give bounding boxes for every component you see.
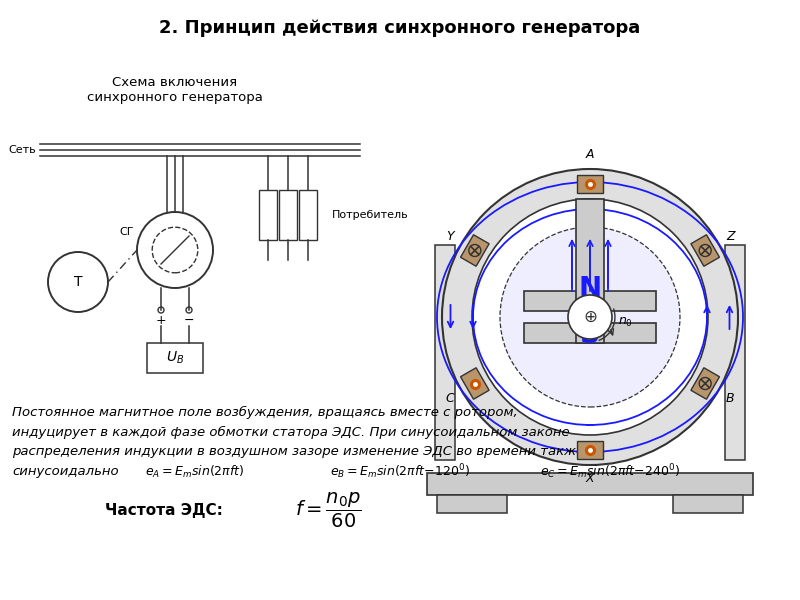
Text: C: C xyxy=(446,391,454,404)
FancyBboxPatch shape xyxy=(435,245,455,460)
Circle shape xyxy=(442,169,738,465)
FancyBboxPatch shape xyxy=(673,495,743,513)
Text: Z: Z xyxy=(726,229,734,242)
FancyBboxPatch shape xyxy=(524,323,656,343)
FancyBboxPatch shape xyxy=(461,235,489,266)
FancyBboxPatch shape xyxy=(427,473,753,495)
Text: синусоидально: синусоидально xyxy=(12,466,118,479)
Text: A: A xyxy=(586,148,594,161)
Text: $n_0$: $n_0$ xyxy=(618,316,633,329)
Text: Сеть: Сеть xyxy=(8,145,36,155)
FancyBboxPatch shape xyxy=(147,343,203,373)
Text: $e_A{=}E_m sin(2\pi ft)$: $e_A{=}E_m sin(2\pi ft)$ xyxy=(145,464,245,480)
Text: Т: Т xyxy=(74,275,82,289)
Text: $U_B$: $U_B$ xyxy=(166,350,184,366)
Text: $f = \dfrac{n_0 p}{60}$: $f = \dfrac{n_0 p}{60}$ xyxy=(295,490,362,530)
Text: −: − xyxy=(184,313,194,326)
Text: Потребитель: Потребитель xyxy=(332,210,409,220)
Text: S: S xyxy=(580,321,600,349)
FancyBboxPatch shape xyxy=(691,368,719,399)
Text: индуцирует в каждой фазе обмотки статора ЭДС. При синусоидальном законе: индуцирует в каждой фазе обмотки статора… xyxy=(12,425,570,439)
FancyBboxPatch shape xyxy=(259,190,277,240)
Text: 2. Принцип действия синхронного генератора: 2. Принцип действия синхронного генерато… xyxy=(159,19,641,37)
FancyBboxPatch shape xyxy=(725,245,745,460)
Text: Постоянное магнитное поле возбуждения, вращаясь вместе с ротором,: Постоянное магнитное поле возбуждения, в… xyxy=(12,406,518,419)
Text: +: + xyxy=(156,313,166,326)
Text: $e_B{=}E_m sin(2\pi ft{-}120^0)$: $e_B{=}E_m sin(2\pi ft{-}120^0)$ xyxy=(330,463,470,481)
Text: $e_C{=}E_m sin(2\pi ft{-}240^0)$: $e_C{=}E_m sin(2\pi ft{-}240^0)$ xyxy=(540,463,680,481)
FancyBboxPatch shape xyxy=(299,190,317,240)
Circle shape xyxy=(500,227,680,407)
FancyBboxPatch shape xyxy=(691,235,719,266)
Text: N: N xyxy=(578,275,602,303)
Text: Y: Y xyxy=(446,229,454,242)
FancyBboxPatch shape xyxy=(524,291,656,311)
Circle shape xyxy=(568,295,612,339)
Text: Схема включения
синхронного генератора: Схема включения синхронного генератора xyxy=(87,76,263,104)
FancyBboxPatch shape xyxy=(576,199,604,343)
FancyBboxPatch shape xyxy=(577,175,603,193)
Text: СГ: СГ xyxy=(120,227,134,237)
FancyBboxPatch shape xyxy=(461,368,489,399)
FancyBboxPatch shape xyxy=(577,441,603,459)
Text: ⊕: ⊕ xyxy=(583,308,597,326)
Text: B: B xyxy=(726,392,734,404)
Text: распределения индукции в воздушном зазоре изменение ЭДС во времени также: распределения индукции в воздушном зазор… xyxy=(12,445,584,458)
FancyBboxPatch shape xyxy=(279,190,297,240)
Text: Частота ЭДС:: Частота ЭДС: xyxy=(105,503,223,517)
Circle shape xyxy=(472,199,708,435)
Text: X: X xyxy=(586,473,594,485)
FancyBboxPatch shape xyxy=(437,495,507,513)
